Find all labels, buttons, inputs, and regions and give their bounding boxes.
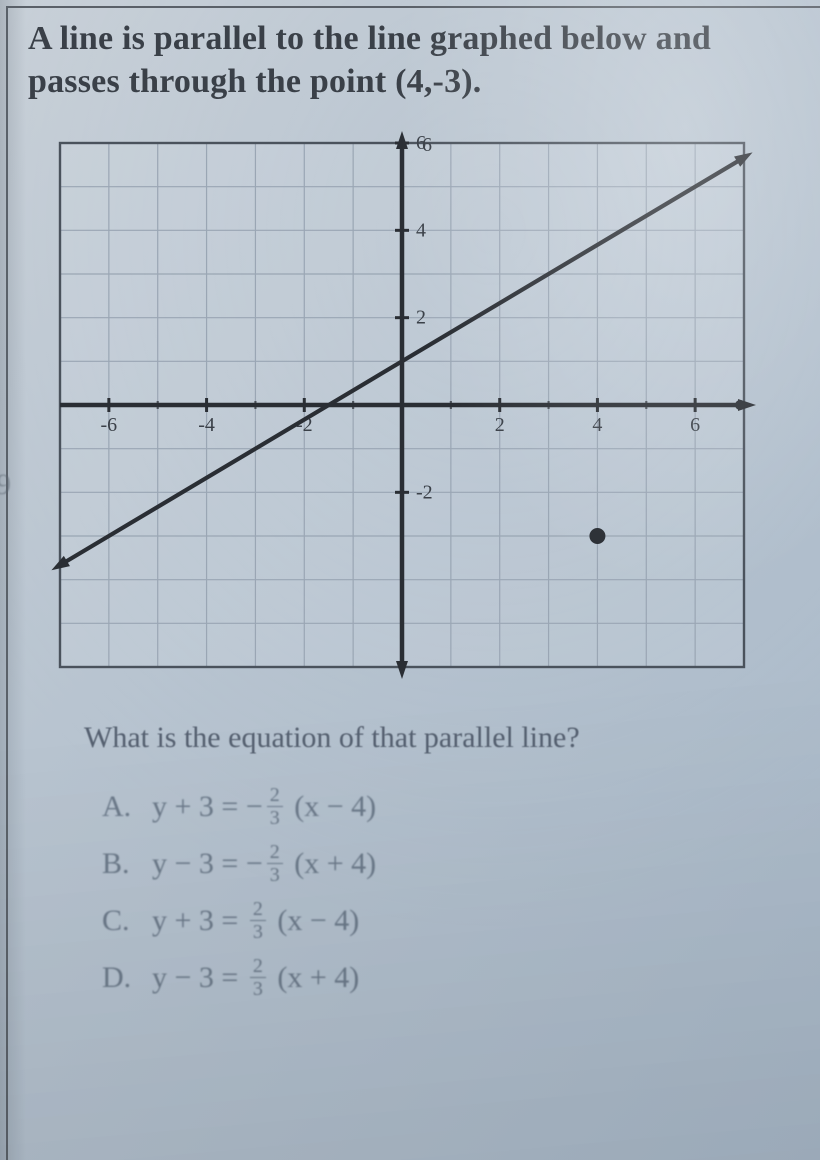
choice-rhs: (x + 4) — [270, 961, 359, 995]
fraction-denom: 3 — [253, 978, 263, 999]
svg-text:-6: -6 — [101, 414, 118, 436]
choice-rhs: (x − 4) — [270, 904, 359, 938]
choice-b[interactable]: B.y − 3 = −23 (x + 4) — [102, 842, 800, 885]
fraction-numer: 2 — [250, 956, 266, 978]
choice-rhs: (x + 4) — [287, 847, 376, 881]
choice-letter: B. — [102, 847, 152, 881]
intro-line-1: A line is parallel to the line graphed b… — [28, 20, 711, 57]
choice-a[interactable]: A.y + 3 = −23 (x − 4) — [102, 785, 800, 828]
choice-letter: A. — [102, 790, 152, 824]
choice-lhs: y − 3 = — [152, 961, 246, 995]
choice-d[interactable]: D.y − 3 = 23 (x + 4) — [102, 956, 800, 999]
svg-text:4: 4 — [416, 219, 426, 241]
fraction-denom: 3 — [270, 807, 280, 828]
choice-letter: D. — [102, 961, 152, 995]
problem-intro: A line is parallel to the line graphed b… — [28, 18, 800, 103]
fraction: 23 — [250, 956, 266, 999]
photo-left-shadow — [0, 0, 26, 1160]
intro-line-2: passes through the point (4,-3). — [28, 63, 482, 100]
svg-text:4: 4 — [592, 414, 602, 436]
choice-lhs: y + 3 = — [152, 904, 246, 938]
choice-c[interactable]: C.y + 3 = 23 (x − 4) — [102, 899, 800, 942]
svg-text:2: 2 — [416, 307, 426, 329]
fraction-denom: 3 — [270, 864, 280, 885]
page-border-top — [6, 6, 820, 8]
svg-text:6: 6 — [422, 134, 432, 156]
choice-letter: C. — [102, 904, 152, 938]
choice-lhs: y − 3 = — [152, 847, 246, 881]
graph-figure: -6-4-2246-22466 — [42, 125, 762, 685]
svg-text:-2: -2 — [416, 481, 433, 503]
svg-text:2: 2 — [495, 414, 505, 436]
fraction-denom: 3 — [253, 921, 263, 942]
svg-text:-4: -4 — [198, 414, 215, 436]
question-text: What is the equation of that parallel li… — [84, 721, 800, 755]
choice-rhs: (x − 4) — [287, 790, 376, 824]
svg-text:6: 6 — [690, 414, 700, 436]
fraction-numer: 2 — [250, 899, 266, 921]
page-border-left — [6, 6, 8, 1160]
answer-choices: A.y + 3 = −23 (x − 4)B.y − 3 = −23 (x + … — [102, 785, 800, 999]
margin-glyph: 9 — [0, 468, 18, 528]
worksheet-page: A line is parallel to the line graphed b… — [0, 0, 820, 1160]
fraction: 23 — [250, 899, 266, 942]
choice-sign: − — [246, 847, 263, 881]
fraction: 23 — [267, 785, 283, 828]
fraction-numer: 2 — [267, 785, 283, 807]
coordinate-plane: -6-4-2246-22466 — [42, 125, 762, 685]
choice-lhs: y + 3 = — [152, 790, 246, 824]
fraction: 23 — [267, 842, 283, 885]
fraction-numer: 2 — [267, 842, 283, 864]
choice-sign: − — [246, 790, 263, 824]
